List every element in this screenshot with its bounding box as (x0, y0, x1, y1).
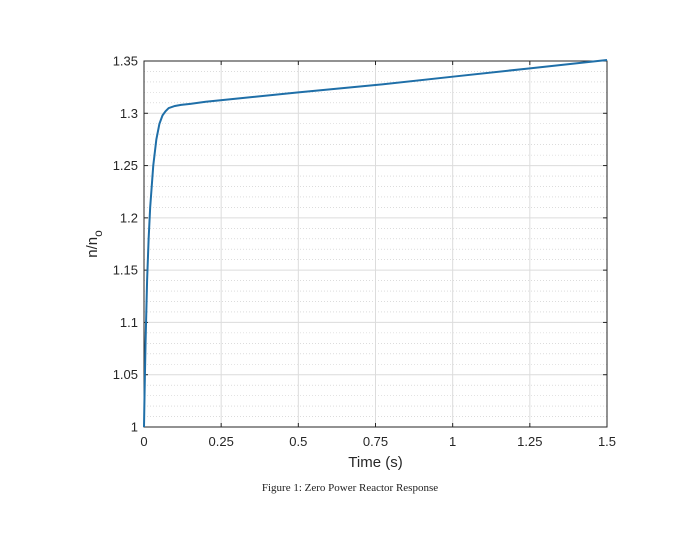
y-axis-label-main: n/n (84, 237, 101, 258)
y-tick-label: 1.1 (120, 315, 138, 330)
x-tick-label: 0.25 (209, 434, 234, 449)
x-tick-labels: 0 0.25 0.5 0.75 1 1.25 1.5 (140, 434, 616, 449)
major-grid (143, 60, 608, 428)
series-line (143, 58, 608, 428)
x-tick-label: 0 (140, 434, 147, 449)
y-tick-label: 1.2 (120, 210, 138, 225)
x-tick-label: 1.25 (517, 434, 542, 449)
y-axis-label: n/no (84, 230, 105, 258)
x-tick-label: 1.5 (598, 434, 616, 449)
x-axis-label: Time (s) (348, 454, 402, 471)
y-tick-label: 1.3 (120, 106, 138, 121)
y-tick-label: 1.35 (113, 54, 138, 69)
y-tick-label: 1 (131, 420, 138, 435)
x-tick-label: 1 (449, 434, 456, 449)
x-tick-label: 0.5 (289, 434, 307, 449)
x-tick-label: 0.75 (363, 434, 388, 449)
y-tick-labels: 1 1.05 1.1 1.15 1.2 1.25 1.3 1.35 (113, 54, 138, 435)
y-axis-label-subscript: o (91, 230, 105, 237)
y-tick-label: 1.15 (113, 263, 138, 278)
figure-caption: Figure 1: Zero Power Reactor Response (261, 482, 439, 494)
y-tick-label: 1.05 (113, 367, 138, 382)
axis-ticks (143, 60, 608, 428)
y-tick-label: 1.25 (113, 158, 138, 173)
